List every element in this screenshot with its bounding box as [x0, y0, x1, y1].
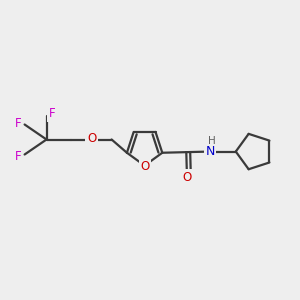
- Text: F: F: [49, 107, 55, 120]
- Text: F: F: [15, 116, 21, 130]
- Text: F: F: [15, 149, 21, 163]
- Text: N: N: [206, 145, 215, 158]
- Text: O: O: [183, 171, 192, 184]
- Text: O: O: [87, 132, 96, 146]
- Text: H: H: [208, 136, 215, 146]
- Text: O: O: [140, 160, 149, 173]
